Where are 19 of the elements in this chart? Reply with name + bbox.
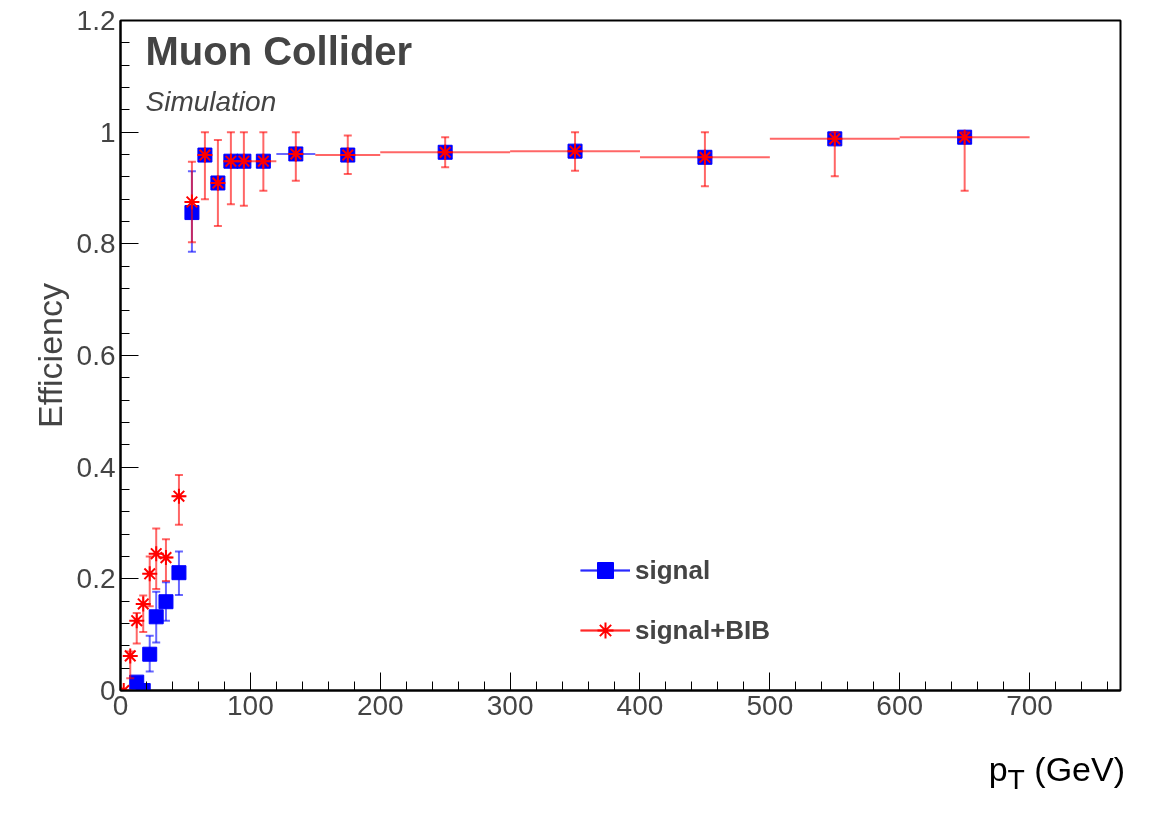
annotation: Muon Collider bbox=[145, 28, 413, 73]
x-tick-label: 700 bbox=[1006, 689, 1053, 721]
x-tick-label: 600 bbox=[876, 689, 924, 721]
x-tick-label: 400 bbox=[616, 689, 664, 721]
y-tick-label: 0.2 bbox=[76, 563, 116, 595]
x-tick-label: 500 bbox=[746, 689, 794, 721]
y-tick-label: 1 bbox=[99, 116, 116, 148]
x-tick-label: 200 bbox=[356, 689, 404, 721]
y-tick-label: 0.8 bbox=[76, 228, 116, 260]
y-axis-title: Efficiency bbox=[30, 283, 69, 428]
annotation: Simulation bbox=[145, 85, 277, 117]
x-tick-label: 100 bbox=[227, 689, 274, 721]
y-tick-label: 0.6 bbox=[76, 340, 116, 371]
y-tick-label: 0.4 bbox=[76, 451, 116, 483]
legend-label: signal bbox=[635, 554, 711, 586]
y-tick-label: 1.2 bbox=[76, 5, 116, 36]
x-tick-label: 300 bbox=[486, 689, 534, 721]
legend-label: signal+BIB bbox=[635, 614, 771, 646]
x-axis-title: p$_{T}$ (GeV) bbox=[987, 749, 1125, 797]
